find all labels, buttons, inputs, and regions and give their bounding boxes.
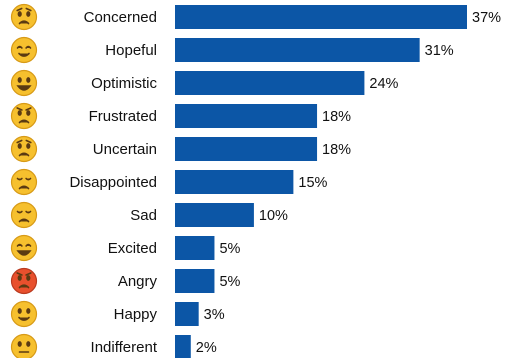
bar-indifferent — [175, 335, 191, 358]
row-excited: Excited 5% — [10, 234, 241, 262]
happy-face-icon — [10, 300, 38, 328]
uncertain-face-icon — [10, 135, 38, 163]
row-frustrated: Frustrated 18% — [10, 102, 351, 130]
category-label: Uncertain — [93, 141, 157, 158]
bar-hopeful — [175, 38, 420, 62]
row-indifferent: Indifferent 2% — [10, 333, 217, 358]
row-angry: Angry 5% — [10, 267, 241, 295]
row-sad: Sad 10% — [10, 201, 288, 229]
excited-face-icon — [10, 234, 38, 262]
value-label: 5% — [219, 274, 240, 290]
row-uncertain: Uncertain 18% — [10, 135, 351, 163]
category-label: Optimistic — [91, 75, 157, 92]
value-label: 10% — [259, 208, 288, 224]
disappointed-face-icon — [10, 168, 38, 196]
value-label: 18% — [322, 109, 351, 125]
category-label: Indifferent — [91, 339, 158, 356]
bar-uncertain — [175, 137, 318, 161]
category-label: Frustrated — [89, 108, 157, 125]
category-label: Disappointed — [69, 174, 157, 191]
bar-happy — [175, 302, 199, 326]
worried-face-icon — [10, 3, 38, 31]
row-optimistic: Optimistic 24% — [10, 69, 399, 97]
category-label: Excited — [108, 240, 157, 257]
category-label: Hopeful — [105, 42, 157, 59]
value-label: 37% — [472, 10, 501, 26]
value-label: 18% — [322, 142, 351, 158]
category-label: Concerned — [84, 9, 157, 26]
value-label: 15% — [298, 175, 327, 191]
sad-face-icon — [10, 201, 38, 229]
row-concerned: Concerned 37% — [10, 3, 501, 31]
indifferent-face-icon — [10, 333, 38, 358]
smiling-face-icon — [10, 36, 38, 64]
row-disappointed: Disappointed 15% — [10, 168, 328, 196]
row-hopeful: Hopeful 31% — [10, 36, 454, 64]
value-label: 5% — [219, 241, 240, 257]
value-label: 3% — [204, 307, 225, 323]
bar-frustrated — [175, 104, 318, 128]
category-label: Angry — [118, 273, 158, 290]
angry-face-icon — [10, 267, 38, 295]
category-label: Happy — [114, 306, 158, 323]
row-happy: Happy 3% — [10, 300, 225, 328]
bar-optimistic — [175, 71, 365, 95]
bar-excited — [175, 236, 215, 260]
bar-disappointed — [175, 170, 294, 194]
grinning-face-icon — [10, 69, 38, 97]
value-label: 2% — [196, 340, 217, 356]
bar-sad — [175, 203, 254, 227]
frustrated-face-icon — [10, 102, 38, 130]
bar-angry — [175, 269, 215, 293]
bar-concerned — [175, 5, 467, 29]
value-label: 24% — [369, 76, 398, 92]
value-label: 31% — [425, 43, 454, 59]
category-label: Sad — [130, 207, 157, 224]
